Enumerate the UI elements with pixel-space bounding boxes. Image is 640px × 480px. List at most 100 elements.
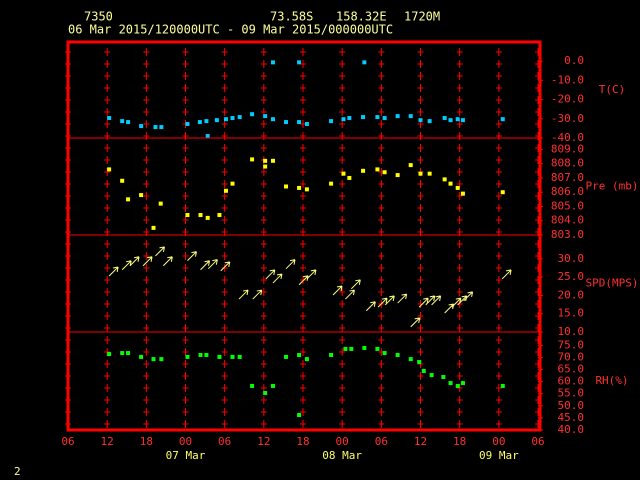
- date-label: 07 Mar: [166, 449, 206, 462]
- y-tick-label: 70.0: [558, 350, 585, 363]
- y-tick-label: 20.0: [558, 288, 585, 301]
- wind-arrow: [142, 256, 153, 267]
- data-point: [120, 178, 125, 183]
- wind-arrow: [265, 269, 276, 280]
- data-point: [362, 60, 367, 65]
- data-point: [139, 193, 144, 198]
- y-tick-label: 40.0: [558, 423, 585, 436]
- wind-arrow: [397, 293, 408, 304]
- y-tick-label: 10.0: [558, 325, 585, 338]
- data-point: [250, 383, 255, 388]
- data-point: [270, 117, 275, 122]
- data-point: [395, 352, 400, 357]
- data-point: [139, 124, 144, 129]
- y-axis-label: T(C): [599, 83, 626, 96]
- elevation: 1720M: [404, 10, 440, 24]
- data-point: [304, 121, 309, 126]
- data-point: [120, 351, 125, 356]
- data-point: [329, 119, 334, 124]
- data-point: [375, 167, 380, 172]
- data-point: [158, 201, 163, 206]
- x-tick-label: 06: [375, 435, 388, 448]
- data-point: [217, 354, 222, 359]
- data-point: [500, 383, 505, 388]
- data-point: [151, 357, 156, 362]
- data-point: [361, 168, 366, 173]
- data-point: [263, 114, 268, 119]
- data-point: [197, 120, 202, 125]
- data-point: [217, 213, 222, 218]
- y-tick-label: -30.0: [551, 112, 584, 125]
- data-point: [230, 354, 235, 359]
- data-point: [198, 352, 203, 357]
- y-tick-label: 60.0: [558, 375, 585, 388]
- data-point: [284, 120, 289, 125]
- data-point: [185, 121, 190, 126]
- wind-arrow: [306, 269, 317, 280]
- wind-arrow: [207, 259, 218, 270]
- data-point: [455, 185, 460, 190]
- data-point: [500, 190, 505, 195]
- data-point: [205, 215, 210, 220]
- data-point: [361, 115, 366, 120]
- data-point: [204, 119, 209, 124]
- grid-cross-line: [339, 48, 346, 428]
- y-tick-label: 803.0: [551, 228, 584, 241]
- y-tick-label: 807.0: [551, 171, 584, 184]
- data-point: [375, 115, 380, 120]
- data-point: [297, 185, 302, 190]
- data-point: [205, 134, 210, 139]
- y-tick-label: -40.0: [551, 131, 584, 144]
- wind-arrow: [155, 246, 165, 257]
- data-point: [382, 351, 387, 356]
- x-tick-label: 06: [61, 435, 74, 448]
- data-point: [126, 351, 131, 356]
- wind-arrow: [332, 285, 343, 296]
- y-tick-label: 50.0: [558, 399, 585, 412]
- grid-cross-line: [535, 48, 541, 428]
- data-point: [455, 117, 460, 122]
- data-point: [455, 383, 460, 388]
- data-point: [120, 119, 125, 124]
- page-number: 2: [14, 465, 21, 478]
- data-point: [214, 118, 219, 123]
- wind-arrow: [501, 269, 512, 280]
- y-tick-label: -10.0: [551, 73, 584, 86]
- wind-arrow: [418, 297, 429, 308]
- data-point: [185, 354, 190, 359]
- data-point: [230, 116, 235, 121]
- y-tick-label: 804.0: [551, 214, 584, 227]
- wind-arrow: [431, 295, 442, 306]
- data-point: [159, 357, 164, 362]
- data-point: [270, 158, 275, 163]
- data-point: [417, 360, 422, 365]
- wind-arrow: [272, 273, 283, 284]
- y-axis-label: SPD(MPS): [586, 277, 639, 290]
- x-tick-label: 12: [101, 435, 114, 448]
- wind-arrow: [350, 279, 361, 290]
- data-point: [223, 117, 228, 122]
- data-point: [204, 352, 209, 357]
- x-tick-label: 00: [492, 435, 505, 448]
- data-point: [297, 120, 302, 125]
- data-point: [362, 345, 367, 350]
- data-point: [418, 171, 423, 176]
- grid-cross-line: [495, 48, 502, 428]
- plot-frame: [66, 40, 542, 432]
- data-point: [304, 187, 309, 192]
- data-point: [126, 120, 131, 125]
- data-point: [343, 346, 348, 351]
- data-point: [418, 118, 423, 123]
- wind-arrow: [129, 256, 140, 267]
- y-tick-label: 25.0: [558, 270, 585, 283]
- data-point: [250, 112, 255, 117]
- data-point: [297, 412, 302, 417]
- data-point: [284, 354, 289, 359]
- data-point: [159, 125, 164, 130]
- data-point: [297, 60, 302, 65]
- y-tick-label: 808.0: [551, 157, 584, 170]
- data-point: [460, 191, 465, 196]
- data-point: [223, 188, 228, 193]
- x-tick-label: 00: [179, 435, 192, 448]
